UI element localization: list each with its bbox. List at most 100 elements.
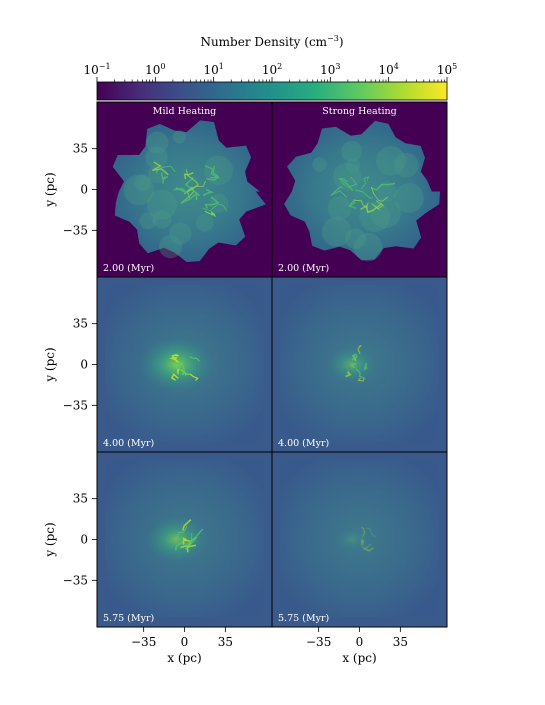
panel-r2-c2: 4.00 (Myr) bbox=[271, 276, 448, 453]
density-clump bbox=[134, 174, 152, 192]
filament bbox=[345, 371, 352, 378]
colorbar-tick-label: 100 bbox=[145, 62, 165, 77]
density-clump bbox=[393, 182, 424, 213]
density-clump bbox=[376, 146, 406, 176]
filament bbox=[360, 538, 365, 546]
density-clump bbox=[152, 209, 172, 229]
filament bbox=[202, 188, 214, 197]
panel-r1-c1: Mild Heating 2.00 (Myr) 35 0 −35 y (pc) bbox=[43, 101, 273, 278]
filament bbox=[365, 527, 376, 538]
y-tick-label: −35 bbox=[63, 223, 88, 237]
column-title: Strong Heating bbox=[322, 106, 396, 117]
filament bbox=[204, 210, 216, 218]
colorbar-tick-label: 10−1 bbox=[83, 62, 110, 77]
y-tick-label: 0 bbox=[80, 533, 88, 547]
colorbar: Number Density (cm−3) 10−1 100 101 102 103 10… bbox=[83, 34, 457, 101]
density-clump bbox=[341, 140, 362, 162]
filament-network bbox=[174, 519, 204, 553]
density-clump bbox=[394, 152, 419, 178]
filament-network bbox=[330, 176, 396, 214]
density-clump bbox=[203, 155, 234, 185]
colorbar-tick-label: 103 bbox=[320, 62, 340, 77]
filament bbox=[175, 365, 178, 369]
panel-r1-c2: Strong Heating 2.00 (Myr) bbox=[271, 101, 448, 278]
filament bbox=[361, 546, 374, 552]
x-tick-label: 35 bbox=[393, 635, 408, 649]
filament bbox=[360, 176, 370, 189]
colorbar-tick-label: 102 bbox=[262, 62, 282, 77]
density-clump bbox=[312, 156, 327, 172]
x-tick-label: 0 bbox=[181, 635, 189, 649]
density-clump bbox=[376, 181, 397, 202]
filament bbox=[360, 202, 383, 214]
density-clump bbox=[370, 197, 401, 229]
panel-grid: Mild Heating 2.00 (Myr) 35 0 −35 y (pc) Strong… bbox=[43, 101, 448, 665]
density-clump bbox=[327, 196, 352, 221]
density-clump bbox=[209, 193, 229, 213]
filament bbox=[357, 344, 362, 355]
filament bbox=[348, 199, 357, 209]
y-axis-label: y (pc) bbox=[43, 172, 57, 207]
density-clump bbox=[321, 216, 352, 247]
filament bbox=[176, 362, 185, 370]
time-label: 5.75 (Myr) bbox=[103, 613, 154, 624]
time-label: 2.00 (Myr) bbox=[103, 263, 154, 274]
filament bbox=[171, 354, 179, 359]
filament bbox=[185, 532, 193, 550]
gas-cloud bbox=[284, 120, 440, 261]
filament-network bbox=[345, 344, 368, 382]
filament bbox=[204, 196, 220, 209]
time-label: 2.00 (Myr) bbox=[278, 263, 329, 274]
filament bbox=[170, 373, 179, 381]
time-label: 4.00 (Myr) bbox=[103, 438, 154, 449]
filament bbox=[365, 543, 372, 549]
colorbar-label-exponent: −3 bbox=[327, 34, 339, 43]
density-clump bbox=[345, 158, 361, 173]
density-clump bbox=[172, 130, 186, 144]
filament bbox=[182, 519, 192, 531]
filament bbox=[160, 172, 169, 184]
filament bbox=[351, 352, 358, 361]
y-tick-label: 35 bbox=[73, 317, 88, 331]
x-tick-label: −35 bbox=[131, 635, 156, 649]
y-tick-label: −35 bbox=[63, 398, 88, 412]
y-tick-label: 0 bbox=[80, 183, 88, 197]
column-title: Mild Heating bbox=[153, 106, 217, 117]
filament bbox=[182, 191, 198, 203]
density-clump bbox=[146, 131, 169, 154]
dense-core bbox=[336, 528, 367, 551]
filament bbox=[355, 189, 374, 199]
filament bbox=[337, 177, 354, 192]
filament bbox=[355, 368, 365, 379]
filament bbox=[169, 356, 180, 364]
time-label: 4.00 (Myr) bbox=[278, 438, 329, 449]
filament bbox=[183, 538, 192, 542]
filament bbox=[184, 176, 201, 197]
filament bbox=[340, 176, 358, 188]
density-clump bbox=[353, 232, 383, 262]
colorbar-gradient bbox=[96, 81, 448, 101]
density-clump bbox=[123, 174, 155, 206]
y-tick-label: −35 bbox=[63, 573, 88, 587]
filament bbox=[330, 186, 347, 198]
filament bbox=[371, 186, 388, 202]
y-tick-label: 0 bbox=[80, 358, 88, 372]
density-clump bbox=[332, 162, 362, 191]
filament bbox=[205, 165, 221, 179]
filament bbox=[152, 161, 169, 176]
density-clump bbox=[145, 146, 168, 169]
filament bbox=[363, 363, 368, 371]
filament bbox=[185, 169, 199, 192]
filament-network bbox=[152, 161, 228, 218]
y-axis-label: y (pc) bbox=[43, 522, 57, 557]
panel-r2-c1: 4.00 (Myr) 35 0 −35 y (pc) bbox=[43, 276, 273, 453]
filament bbox=[189, 373, 199, 381]
filament bbox=[181, 369, 190, 376]
density-clump bbox=[147, 189, 178, 220]
density-clump bbox=[345, 228, 366, 249]
x-tick-label: 35 bbox=[218, 635, 233, 649]
filament bbox=[370, 182, 396, 191]
x-axis-label: x (pc) bbox=[342, 651, 376, 665]
filament bbox=[173, 186, 187, 194]
